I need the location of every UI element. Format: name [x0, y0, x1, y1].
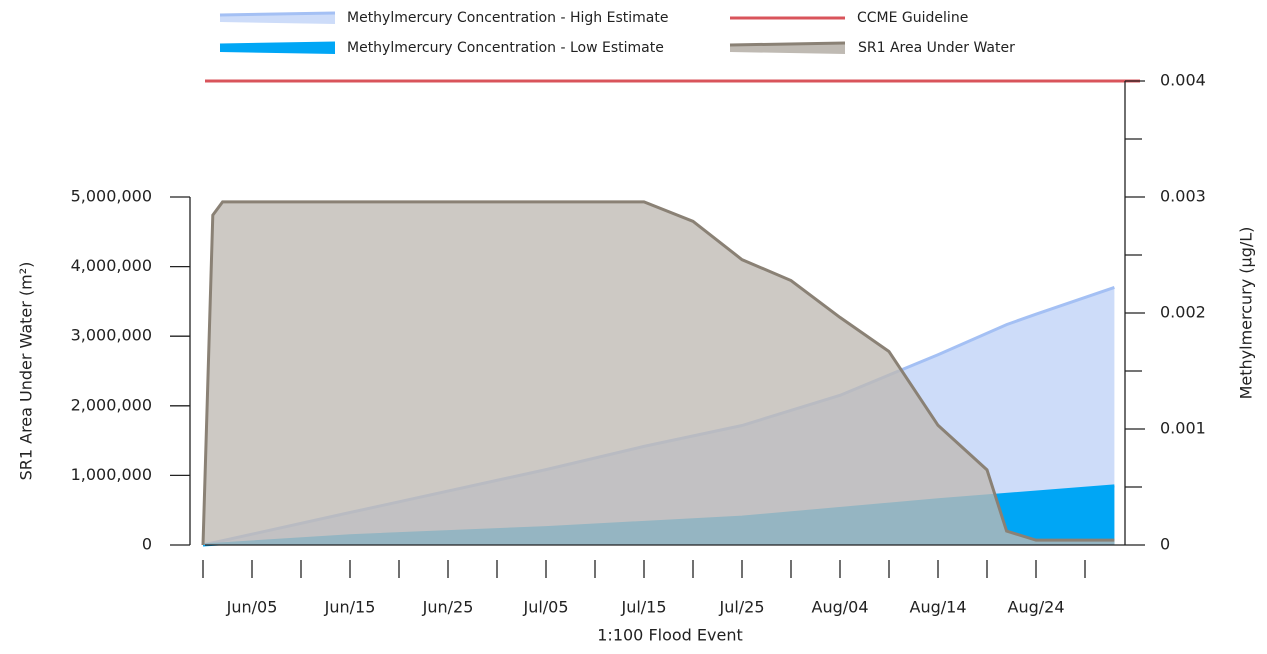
- legend-swatch-line: [219, 11, 336, 17]
- y2-tick-label: 0.003: [1160, 187, 1206, 206]
- y-tick-label: 2,000,000: [71, 395, 152, 414]
- y-tick-label: 5,000,000: [71, 187, 152, 206]
- x-tick-label: Jul/15: [620, 598, 666, 617]
- x-tick-label: Aug/04: [812, 598, 869, 617]
- legend-swatch-line: [729, 41, 846, 47]
- legend-label: Methylmercury Concentration - Low Estima…: [347, 40, 664, 56]
- y-tick-label: 4,000,000: [71, 256, 152, 275]
- legend-label: CCME Guideline: [857, 10, 968, 26]
- x-axis-title: 1:100 Flood Event: [597, 626, 743, 645]
- y-tick-label: 1,000,000: [71, 465, 152, 484]
- x-tick-label: Jun/15: [324, 598, 376, 617]
- area: [203, 201, 1115, 545]
- x-tick-label: Jun/05: [226, 598, 278, 617]
- legend-label: Methylmercury Concentration - High Estim…: [347, 10, 668, 26]
- legend-swatch-line: [219, 41, 336, 47]
- y2-tick-label: 0: [1160, 535, 1170, 554]
- x-tick-label: Jul/05: [522, 598, 568, 617]
- y-axis-title: SR1 Area Under Water (m²): [17, 262, 36, 481]
- y-tick-label: 0: [142, 535, 152, 554]
- area-line: [201, 200, 1115, 546]
- legend-label: SR1 Area Under Water: [858, 40, 1015, 56]
- y2-tick-label: 0.004: [1160, 71, 1206, 90]
- y-tick-label: 3,000,000: [71, 326, 152, 345]
- y2-tick-label: 0.002: [1160, 303, 1206, 322]
- x-tick-label: Aug/14: [910, 598, 967, 617]
- x-tick-label: Aug/24: [1008, 598, 1065, 617]
- x-tick-label: Jul/25: [718, 598, 764, 617]
- y2-axis-title: Methylmercury (µg/L): [1237, 227, 1256, 400]
- x-tick-label: Jun/25: [422, 598, 474, 617]
- y2-tick-label: 0.001: [1160, 419, 1206, 438]
